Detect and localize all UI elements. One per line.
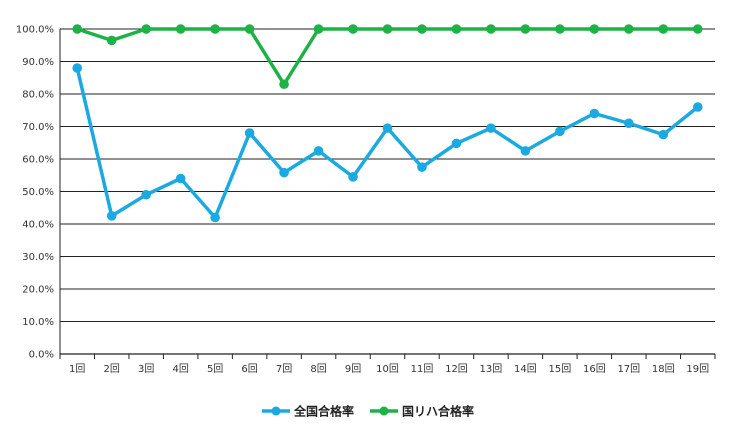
data-point (106, 211, 117, 221)
data-point (486, 123, 496, 133)
data-point (658, 24, 669, 34)
x-tick-label: 14回 (514, 363, 537, 375)
data-point (382, 24, 393, 34)
data-point (244, 128, 255, 138)
legend-item-2: 国リハ合格率 (370, 404, 474, 419)
data-point (72, 63, 83, 73)
y-tick-label: 60.0% (22, 155, 54, 166)
x-tick-label: 2回 (104, 363, 120, 375)
x-tick-label: 13回 (480, 363, 503, 375)
y-tick-label: 0.0% (29, 350, 54, 361)
legend-item-1: 全国合格率 (262, 404, 354, 419)
legend: 全国合格率 国リハ合格率 (262, 404, 474, 419)
data-point (313, 146, 324, 156)
y-tick-label: 90.0% (22, 57, 54, 68)
series-line (75, 67, 699, 220)
x-tick-label: 4回 (172, 363, 188, 375)
data-point (382, 123, 393, 133)
data-point (520, 24, 531, 34)
data-point (279, 79, 289, 90)
legend-swatch-marker (271, 406, 281, 416)
x-tick-label: 15回 (549, 363, 572, 375)
data-point (658, 129, 669, 140)
y-tick-label: 100.0% (16, 25, 54, 36)
data-point (520, 146, 531, 156)
x-tick-label: 18回 (652, 363, 675, 375)
gridlines (59, 28, 716, 359)
data-point (692, 24, 703, 34)
data-point (175, 173, 186, 184)
series-line (76, 27, 698, 86)
data-point (624, 24, 634, 34)
data-point (417, 24, 427, 34)
x-tick-label: 12回 (445, 363, 468, 375)
data-point (141, 189, 151, 200)
data-point (279, 167, 289, 178)
data-point (210, 24, 220, 34)
data-point (589, 24, 600, 34)
y-tick-label: 50.0% (22, 187, 54, 198)
x-tick-label: 11回 (411, 363, 434, 375)
x-tick-label: 6回 (241, 363, 257, 375)
y-tick-label: 40.0% (22, 220, 54, 231)
y-tick-label: 70.0% (22, 122, 54, 133)
x-tick-label: 10回 (376, 363, 399, 375)
x-tick-label: 9回 (345, 363, 361, 375)
data-point (555, 126, 565, 137)
data-point (348, 24, 358, 34)
legend-swatch-marker (379, 406, 389, 416)
y-tick-label: 80.0% (22, 90, 54, 101)
x-tick-label: 7回 (276, 363, 292, 375)
data-point (244, 24, 255, 34)
data-point (555, 24, 565, 34)
series-layer (72, 24, 703, 223)
data-point (624, 118, 634, 129)
y-tick-label: 30.0% (22, 252, 54, 263)
data-point (72, 24, 83, 34)
data-point (451, 24, 462, 34)
data-point (348, 172, 358, 182)
series-2 (72, 24, 703, 90)
x-tick-label: 19回 (686, 363, 709, 375)
x-tick-label: 1回 (69, 363, 85, 375)
x-tick-label: 17回 (617, 363, 640, 375)
data-point (417, 162, 427, 172)
x-tick-label: 16回 (583, 363, 606, 375)
y-tick-label: 10.0% (22, 317, 54, 328)
data-point (589, 108, 600, 119)
data-point (106, 35, 117, 46)
data-point (313, 24, 324, 34)
x-tick-label: 5回 (207, 363, 223, 375)
x-tick-label: 3回 (138, 363, 154, 375)
data-point (210, 212, 220, 223)
data-point (486, 24, 496, 34)
x-tick-label: 8回 (310, 363, 326, 375)
legend-label: 全国合格率 (293, 404, 354, 419)
data-point (141, 24, 151, 34)
data-point (175, 24, 186, 34)
y-tick-label: 20.0% (22, 285, 54, 296)
data-point (451, 138, 462, 149)
data-point (692, 102, 703, 112)
x-axis-ticks: 1回 2回 3回 4回 5回 6回 7回 8回 9回 10回 11回 12回 13回 14回 15回 16回 1… (69, 363, 709, 375)
y-axis-ticks: 0.0% 10.0% 20.0% 30.0% 40.0% 50.0% 60.0% 70.0% 8… (16, 25, 54, 361)
legend-label: 国リハ合格率 (402, 404, 474, 419)
series-1 (72, 63, 703, 223)
